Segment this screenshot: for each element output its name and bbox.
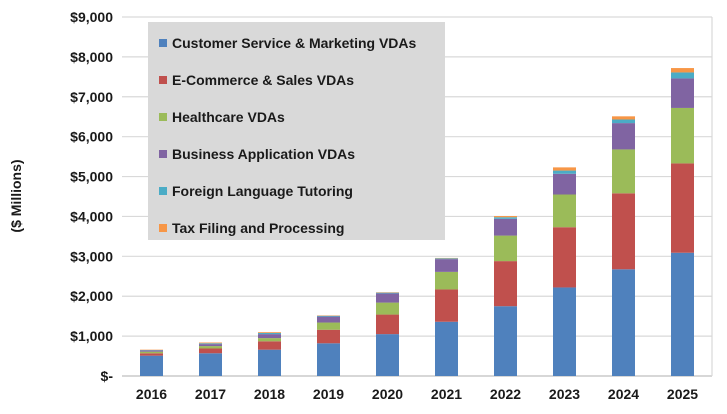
bar-segment [199,342,222,343]
bar-segment [435,258,458,259]
legend-label: E-Commerce & Sales VDAs [172,72,354,88]
bar-segment [140,352,163,354]
y-tick-label: $7,000 [70,89,113,105]
bar-segment [612,116,635,119]
legend-label: Healthcare VDAs [172,109,285,125]
bar-segment [494,217,517,219]
bar-segment [435,259,458,272]
bar-segment [258,333,281,334]
legend-box [148,22,445,240]
y-tick-label: $4,000 [70,208,113,224]
legend-swatch [159,187,167,195]
legend: Customer Service & Marketing VDAs E-Comme… [148,22,445,240]
bar-segment [612,193,635,269]
bar-segment [140,350,163,351]
bar-segment [258,341,281,349]
bar-segment [553,287,576,376]
bar-segment [494,219,517,236]
bar-segment [199,344,222,346]
legend-label: Tax Filing and Processing [172,220,344,236]
bar-segment [376,315,399,335]
bar-segment [612,120,635,124]
x-tick-label: 2017 [195,386,226,402]
x-tick-label: 2024 [608,386,639,402]
bar-segment [671,163,694,252]
bar-segment [553,195,576,228]
bar-segment [494,306,517,376]
x-axis-ticks: 2016 2017 2018 2019 2020 2021 2022 2023 2024 2025 [136,386,698,402]
bar-segment [553,174,576,195]
y-tick-label: $6,000 [70,129,113,145]
x-tick-label: 2019 [313,386,344,402]
y-tick-label: $5,000 [70,169,113,185]
bar-segment [671,108,694,163]
bar-segment [140,356,163,376]
legend-swatch [159,150,167,158]
bar-segment [317,330,340,344]
bar-segment [671,253,694,376]
bar-segment [258,338,281,341]
x-tick-label: 2025 [667,386,698,402]
bar-segment [199,346,222,348]
y-tick-label: $9,000 [70,9,113,25]
legend-label: Foreign Language Tutoring [172,183,353,199]
bar-segment [258,332,281,333]
bar-segment [671,68,694,72]
y-tick-label: $- [101,368,114,384]
x-tick-label: 2020 [372,386,403,402]
bar-segment [553,167,576,170]
legend-swatch [159,113,167,121]
legend-swatch [159,76,167,84]
bar-segment [317,317,340,323]
y-tick-label: $1,000 [70,328,113,344]
bar-segment [612,149,635,193]
x-tick-label: 2022 [490,386,521,402]
bar-segment [671,78,694,108]
bar-segment [376,334,399,376]
legend-label: Customer Service & Marketing VDAs [172,35,417,51]
bar-segment [140,353,163,355]
x-tick-label: 2016 [136,386,167,402]
bar-segment [199,353,222,376]
bar-segment [553,171,576,174]
bar-segment [494,216,517,217]
bar-segment [376,293,399,302]
legend-label: Business Application VDAs [172,146,355,162]
bar-segment [553,227,576,287]
x-tick-label: 2018 [254,386,285,402]
bar-segment [435,289,458,321]
bar-segment [435,322,458,376]
y-tick-label: $8,000 [70,49,113,65]
y-tick-label: $3,000 [70,248,113,264]
bar-segment [317,316,340,317]
bar-segment [199,348,222,353]
y-axis-label: ($ Millions) [8,159,24,232]
y-axis-ticks: $- $1,000 $2,000 $3,000 $4,000 $5,000 $6,000 $7… [70,9,113,384]
bar-segment [258,350,281,376]
legend-swatch [159,39,167,47]
x-tick-label: 2021 [431,386,462,402]
x-tick-label: 2023 [549,386,580,402]
bar-segment [612,123,635,149]
bar-segment [376,303,399,315]
bar-segment [612,269,635,376]
bar-segment [671,72,694,78]
y-tick-label: $2,000 [70,288,113,304]
bar-segment [435,272,458,290]
bar-segment [494,261,517,306]
bar-segment [199,343,222,344]
bar-segment [376,293,399,294]
bar-segment [258,334,281,338]
bar-segment [317,323,340,330]
legend-swatch [159,224,167,232]
bar-segment [317,343,340,376]
bar-segment [494,236,517,262]
